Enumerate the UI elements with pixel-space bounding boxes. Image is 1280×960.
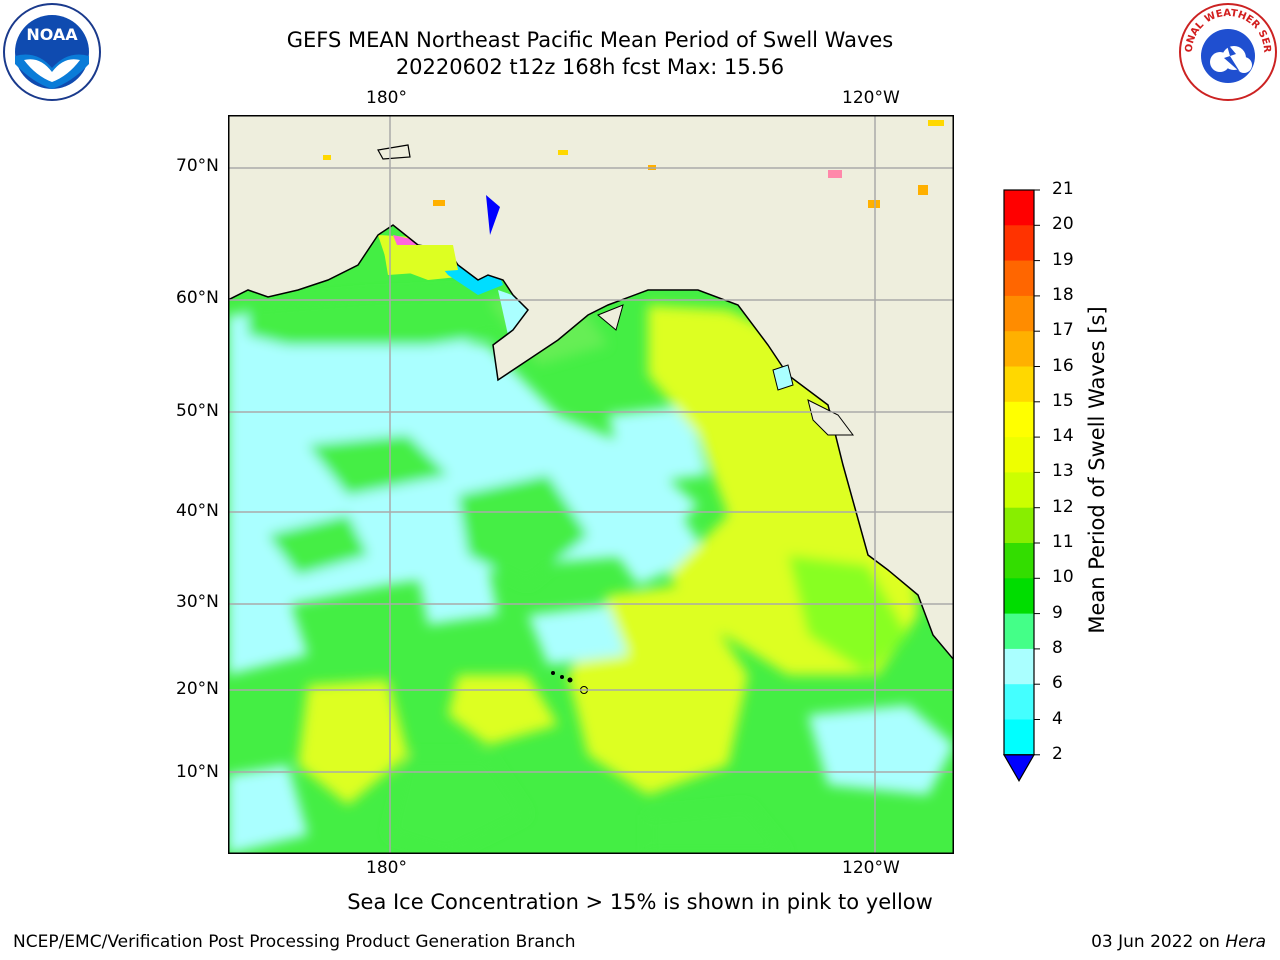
lat-tick-50n: 50°N — [176, 401, 219, 421]
colorbar-tick-label: 19 — [1052, 249, 1074, 270]
colorbar-swatch — [1004, 190, 1034, 226]
colorbar-swatch — [1004, 366, 1034, 403]
noaa-logo-text: NOAA — [26, 25, 78, 44]
colorbar-tick-label: 21 — [1052, 179, 1074, 199]
colorbar-swatch — [1004, 543, 1034, 579]
colorbar-swatch — [1004, 437, 1034, 473]
footer-host: Hera — [1225, 932, 1266, 952]
swell-field — [228, 285, 954, 854]
colorbar-tick-label: 17 — [1052, 320, 1074, 341]
colorbar-swatch — [1004, 260, 1034, 297]
bottom-tick-120w: 120°W — [842, 858, 900, 878]
colorbar — [1002, 189, 1040, 783]
map-frame — [228, 115, 954, 854]
colorbar-tick-label: 14 — [1052, 426, 1074, 447]
colorbar-swatch — [1004, 295, 1034, 332]
lat-tick-70n: 70°N — [176, 156, 219, 176]
colorbar-tick-label: 15 — [1052, 390, 1074, 411]
colorbar-tick-label: 8 — [1052, 637, 1063, 658]
colorbar-swatch — [1004, 648, 1034, 685]
colorbar-swatch — [1004, 401, 1034, 438]
colorbar-label: Mean Period of Swell Waves [s] — [1085, 306, 1109, 634]
map-panel — [228, 115, 954, 854]
lat-tick-40n: 40°N — [176, 501, 219, 521]
colorbar-tick-label: 13 — [1052, 461, 1074, 482]
lat-tick-60n: 60°N — [176, 288, 219, 308]
footer-date: 03 Jun 2022 on Hera — [1091, 932, 1266, 952]
top-tick-180: 180° — [366, 88, 407, 108]
map-subtitle: 20220602 t12z 168h fcst Max: 15.56 — [395, 55, 785, 79]
colorbar-swatch — [1004, 225, 1034, 262]
sea-ice-caption: Sea Ice Concentration > 15% is shown in … — [347, 890, 933, 914]
colorbar-swatch — [1004, 578, 1034, 615]
colorbar-extend-arrow — [1002, 754, 1036, 783]
colorbar-tick-label: 12 — [1052, 496, 1074, 517]
nws-logo[interactable]: NATIONAL WEATHER SERVICE — [1178, 2, 1278, 102]
colorbar-swatch — [1004, 719, 1034, 756]
footer-date-text: 03 Jun 2022 on — [1091, 932, 1226, 952]
graticule — [228, 115, 954, 854]
bottom-tick-180: 180° — [366, 858, 407, 878]
colorbar-tick-label: 16 — [1052, 355, 1074, 376]
colorbar-swatch — [1004, 613, 1034, 650]
swell-period-map — [228, 115, 954, 854]
land-masses — [228, 115, 954, 662]
colorbar-swatch — [1004, 684, 1034, 720]
noaa-logo[interactable]: NOAA — [2, 2, 102, 102]
lat-tick-20n: 20°N — [176, 679, 219, 699]
top-tick-120w: 120°W — [842, 88, 900, 108]
colorbar-tick-label: 4 — [1052, 708, 1063, 729]
colorbar-tick-label: 9 — [1052, 602, 1063, 623]
colorbar-tick-label: 18 — [1052, 284, 1074, 305]
colorbar-tick-label: 2 — [1052, 743, 1063, 764]
colorbar-tick-label: 10 — [1052, 567, 1074, 588]
colorbar-swatch — [1004, 507, 1034, 544]
footer-credit: NCEP/EMC/Verification Post Processing Pr… — [13, 932, 576, 952]
colorbar-swatches — [1002, 189, 1040, 783]
colorbar-swatch — [1004, 472, 1034, 509]
colorbar-tick-label: 11 — [1052, 532, 1074, 552]
colorbar-swatch — [1004, 331, 1034, 367]
lat-tick-30n: 30°N — [176, 592, 219, 612]
colorbar-tick-label: 20 — [1052, 214, 1074, 235]
map-title: GEFS MEAN Northeast Pacific Mean Period … — [286, 28, 894, 52]
colorbar-tick-label: 6 — [1052, 673, 1063, 694]
lat-tick-10n: 10°N — [176, 762, 219, 782]
